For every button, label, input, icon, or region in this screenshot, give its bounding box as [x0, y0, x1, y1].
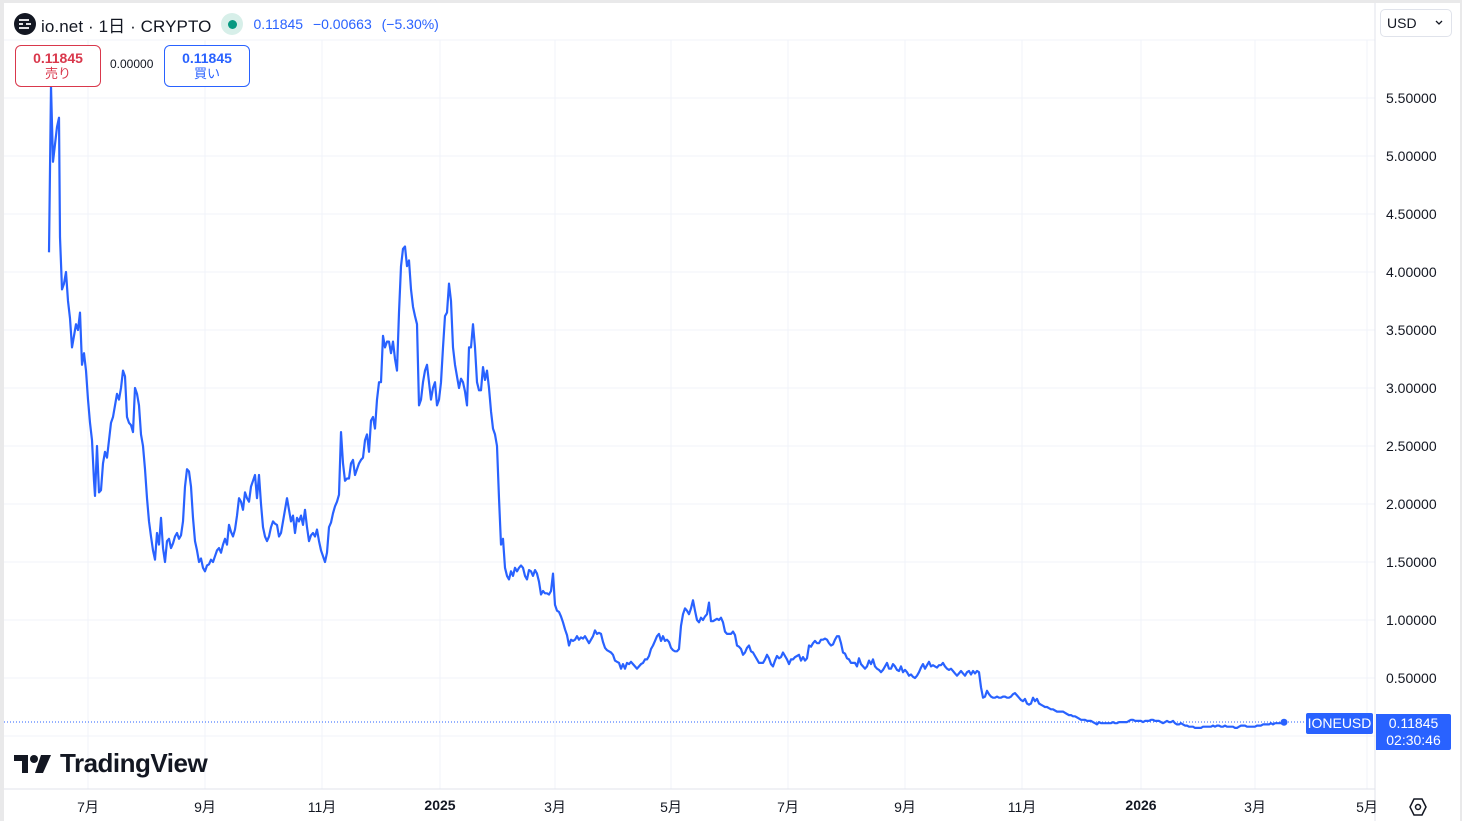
- bar-countdown: 02:30:46: [1386, 732, 1441, 748]
- time-scale-label: 2025: [424, 797, 456, 813]
- price-change-value: −0.00663: [312, 16, 372, 32]
- price-scale-label: 5.00000: [1386, 148, 1437, 164]
- price-quote: 0.11845 −0.00663 (−5.30%): [253, 16, 444, 32]
- buy-price: 0.11845: [182, 50, 232, 66]
- price-scale-label: 0.50000: [1386, 670, 1437, 686]
- price-scale-label: 3.00000: [1386, 380, 1437, 396]
- io-net-logo-icon: [14, 13, 36, 35]
- time-scale-label: 2026: [1125, 797, 1157, 813]
- price-scale-label: 2.50000: [1386, 438, 1437, 454]
- frame-top-border: [0, 0, 1462, 3]
- chart-settings-button[interactable]: [1406, 795, 1430, 819]
- symbol-tag: IONEUSD: [1306, 713, 1373, 734]
- price-series-line: [47, 85, 1285, 730]
- time-scale-label: 9月: [894, 799, 916, 815]
- chart-grid: [4, 39, 1375, 789]
- currency-select[interactable]: USD: [1380, 9, 1452, 37]
- price-scale-label: 2.00000: [1386, 496, 1437, 512]
- frame-left-border: [0, 0, 4, 821]
- time-scale-label: 5月: [660, 799, 682, 815]
- gear-icon: [1409, 798, 1427, 816]
- chevron-down-icon: [1435, 20, 1443, 25]
- time-scale-label: 11月: [1007, 799, 1037, 815]
- time-scale-label: 7月: [777, 799, 799, 815]
- sell-label: 売り: [44, 66, 71, 81]
- time-scale-label: 3月: [544, 799, 566, 815]
- buy-button[interactable]: 0.11845 買い: [164, 45, 250, 87]
- price-scale-label: 4.00000: [1386, 264, 1437, 280]
- tradingview-wordmark: TradingView: [60, 748, 208, 778]
- time-scale-label: 5月: [1356, 799, 1378, 815]
- price-scale-label: 1.00000: [1386, 612, 1437, 628]
- last-price-text: 0.11845: [1388, 715, 1439, 731]
- time-scale-label: 9月: [194, 799, 216, 815]
- last-price-value: 0.11845: [253, 16, 304, 32]
- tradingview-logo-icon: [14, 754, 51, 773]
- price-scale-label: 4.50000: [1386, 206, 1437, 222]
- currency-value: USD: [1387, 15, 1417, 31]
- last-price-label: 0.11845 02:30:46: [1376, 714, 1451, 750]
- market-open-status-icon[interactable]: [221, 13, 244, 35]
- price-scale-label: 1.50000: [1386, 554, 1437, 570]
- sell-button[interactable]: 0.11845 売り: [15, 45, 101, 87]
- frame-right-border: [1460, 0, 1462, 821]
- sell-price: 0.11845: [33, 50, 83, 66]
- symbol-title[interactable]: io.net · 1日 · CRYPTO: [41, 16, 212, 36]
- spread-value: 0.00000: [110, 57, 154, 71]
- symbol-legend[interactable]: io.net · 1日 · CRYPTO 0.11845 −0.00663 (−…: [14, 11, 445, 37]
- time-scale-label: 3月: [1244, 799, 1266, 815]
- price-scale-label: 5.50000: [1386, 90, 1437, 106]
- last-price-dot: [1280, 718, 1288, 726]
- tradingview-logo[interactable]: TradingView: [14, 748, 208, 779]
- price-change-percent: (−5.30%): [381, 16, 439, 32]
- price-scale-label: 3.50000: [1386, 322, 1437, 338]
- time-scale-label: 7月: [77, 799, 99, 815]
- time-scale-label: 11月: [307, 799, 337, 815]
- buy-label: 買い: [193, 66, 220, 81]
